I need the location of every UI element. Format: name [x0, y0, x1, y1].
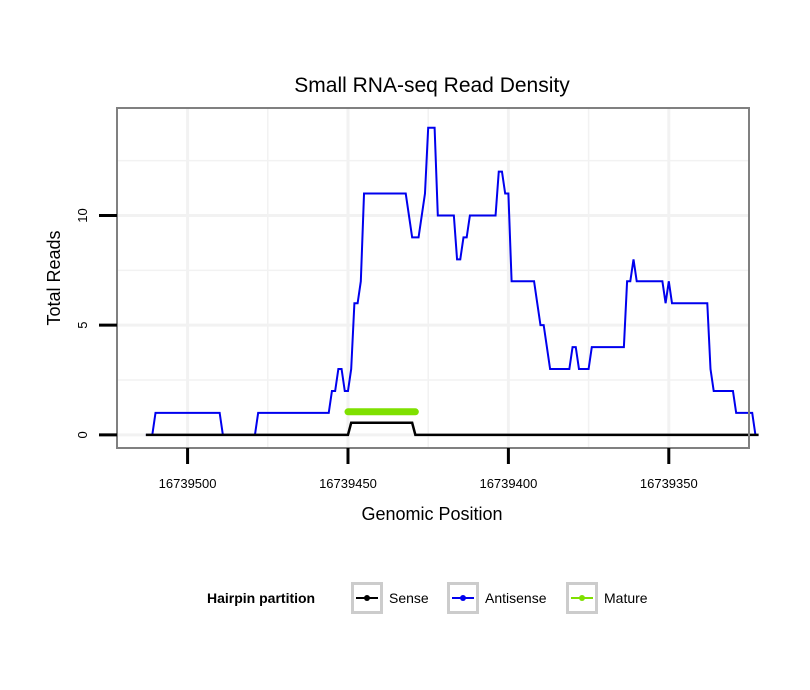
y-tick-label: 10 [75, 208, 90, 222]
legend-title: Hairpin partition [207, 590, 316, 606]
chart-title: Small RNA-seq Read Density [294, 74, 570, 97]
y-tick-label: 5 [75, 322, 90, 329]
legend-label-sense: Sense [389, 590, 429, 606]
y-axis-title: Total Reads [44, 230, 64, 325]
plot-panel [117, 108, 749, 448]
legend-key-sense [351, 582, 383, 614]
series-line-antisense [145, 126, 757, 436]
series-layer [145, 126, 759, 437]
legend-key-mature [566, 582, 598, 614]
x-axis: 16739500 16739450 16739400 16739350 [159, 448, 698, 491]
x-tick-label: 16739400 [479, 476, 537, 491]
x-tick-label: 16739500 [159, 476, 217, 491]
x-axis-title: Genomic Position [361, 504, 502, 524]
legend-label-mature: Mature [604, 590, 648, 606]
x-tick-label: 16739350 [640, 476, 698, 491]
series-line-sense [145, 421, 759, 437]
y-axis: 0 5 10 [75, 208, 117, 438]
legend-label-antisense: Antisense [485, 590, 547, 606]
y-tick-label: 0 [75, 431, 90, 438]
legend-key-antisense [447, 582, 479, 614]
legend: Hairpin partition Sense Antisense Mature [0, 578, 810, 618]
plot-panel-border [116, 107, 750, 449]
x-tick-label: 16739450 [319, 476, 377, 491]
